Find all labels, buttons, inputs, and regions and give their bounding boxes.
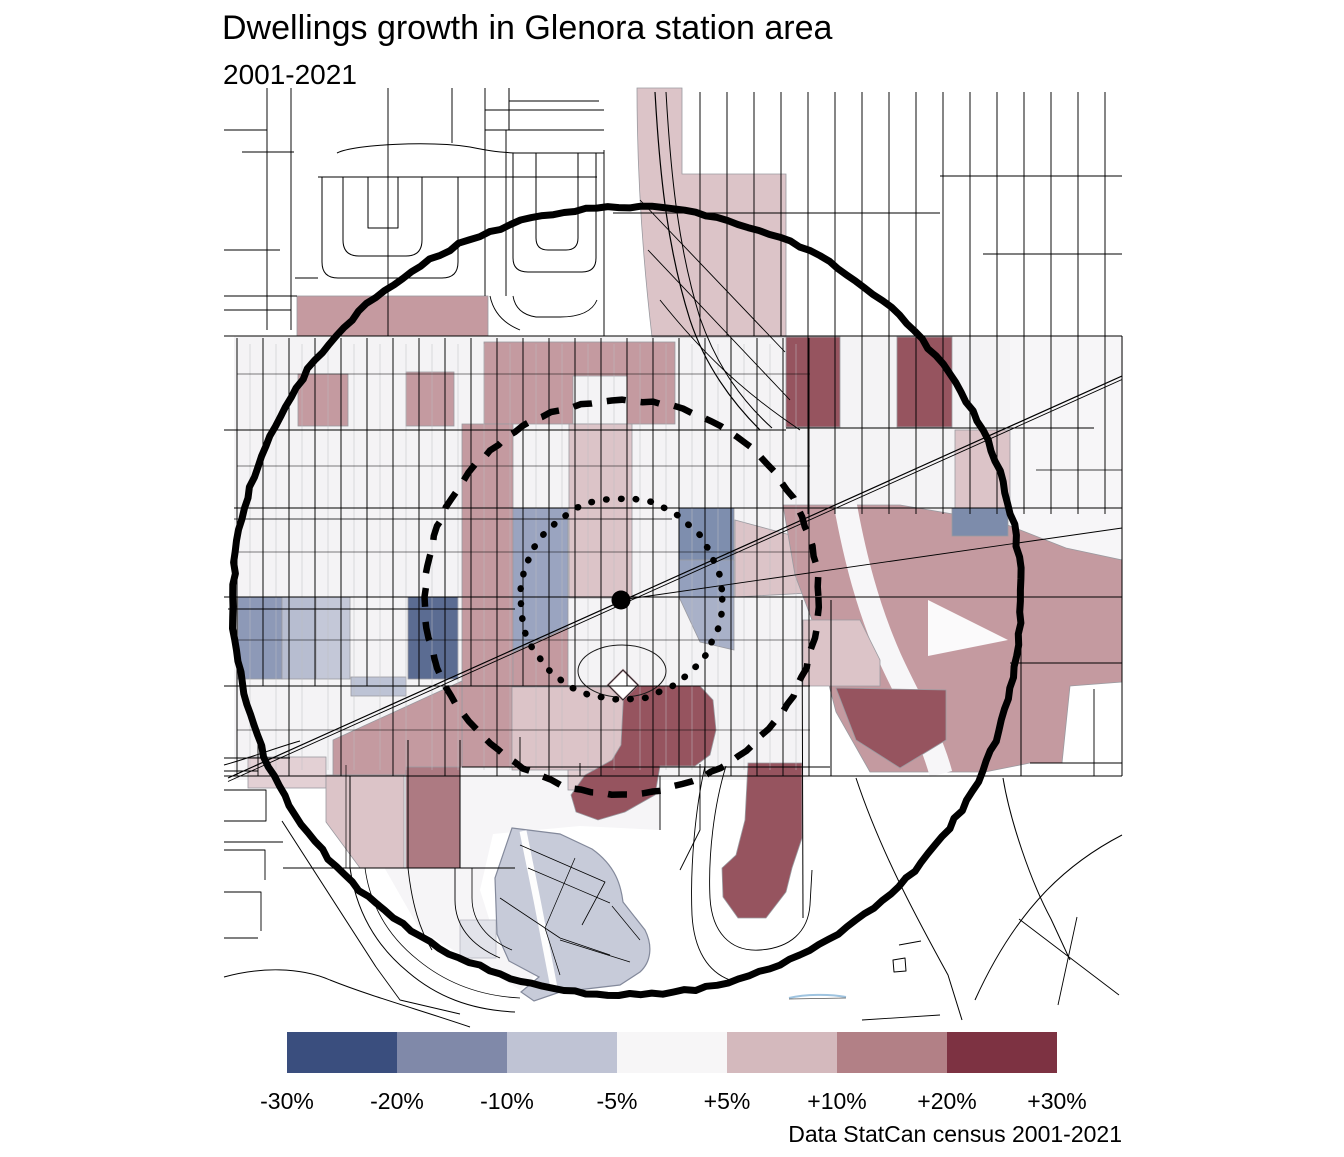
svg-text:Data StatCan census 2001-2021: Data StatCan census 2001-2021	[788, 1121, 1122, 1147]
svg-text:-5%: -5%	[597, 1088, 638, 1114]
svg-text:-10%: -10%	[480, 1088, 534, 1114]
svg-text:+20%: +20%	[917, 1088, 976, 1114]
svg-text:+30%: +30%	[1027, 1088, 1086, 1114]
svg-text:Dwellings growth in Glenora st: Dwellings growth in Glenora station area	[222, 9, 833, 47]
svg-text:-20%: -20%	[370, 1088, 424, 1114]
svg-text:+5%: +5%	[704, 1088, 751, 1114]
svg-text:+10%: +10%	[807, 1088, 866, 1114]
svg-text:2001-2021: 2001-2021	[223, 59, 357, 90]
svg-text:-30%: -30%	[260, 1088, 314, 1114]
